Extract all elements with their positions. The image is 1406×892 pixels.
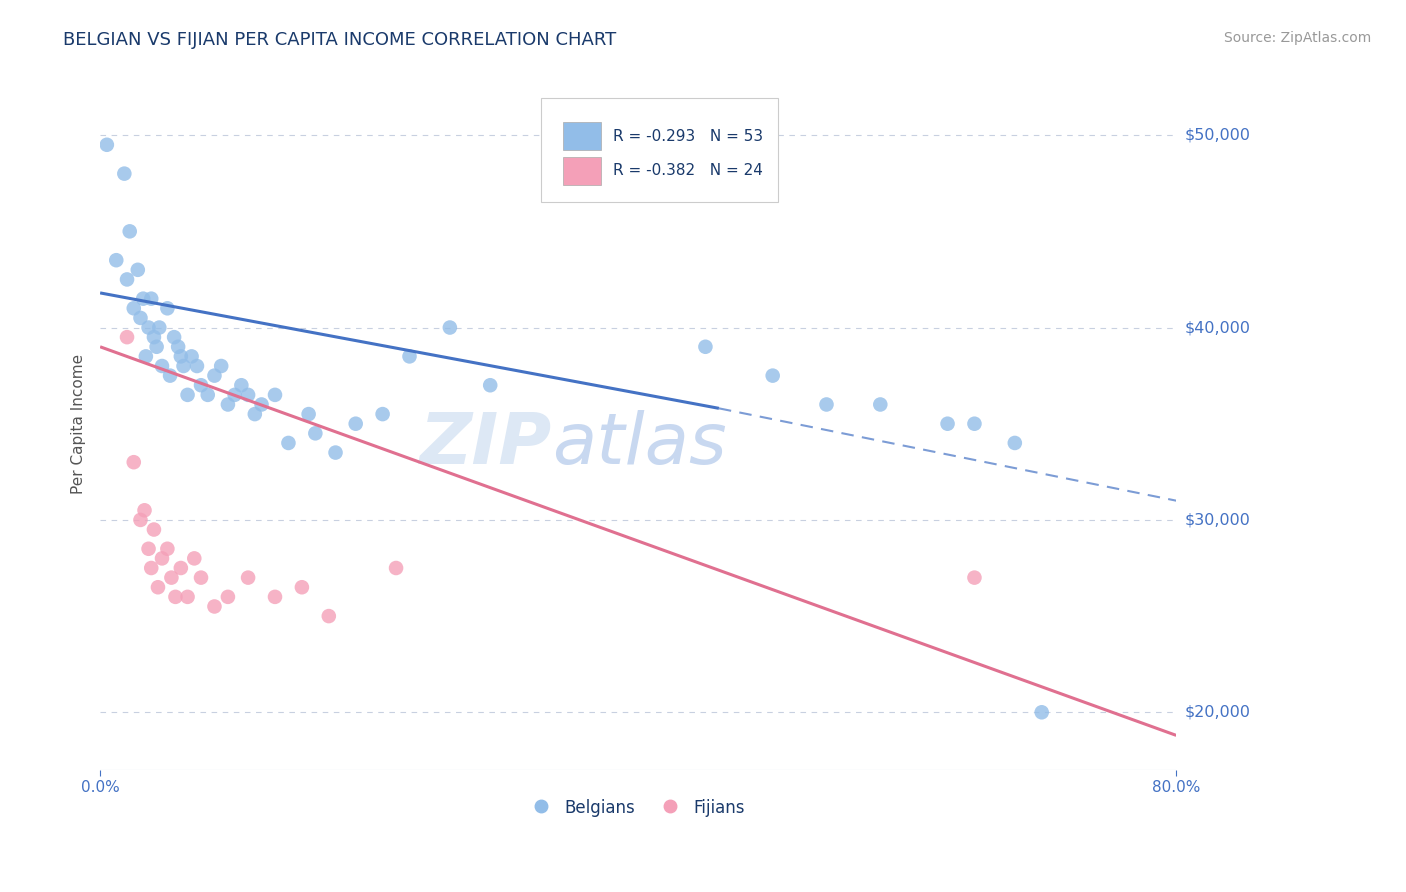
Point (142, 330, 165, 344)
Point (163, 330, 186, 344)
Point (224, 388, 246, 402)
Point (204, 368, 226, 383)
Point (135, 350, 157, 364)
Point (385, 561, 408, 575)
Point (344, 417, 367, 431)
Point (325, 445, 347, 459)
Point (146, 580, 169, 594)
Point (479, 378, 502, 392)
Point (318, 609, 340, 624)
Point (165, 590, 187, 604)
Point (869, 397, 891, 411)
Point (963, 571, 986, 585)
Point (1031, 706, 1053, 720)
Point (236, 571, 259, 585)
Point (190, 378, 212, 392)
Point (132, 292, 155, 306)
Point (298, 407, 321, 421)
Point (304, 426, 326, 441)
FancyBboxPatch shape (541, 98, 778, 202)
Point (142, 523, 165, 537)
Point (170, 561, 193, 575)
Text: $40,000: $40,000 (1184, 320, 1250, 335)
Point (173, 359, 195, 373)
Point (167, 340, 190, 354)
Point (197, 388, 219, 402)
Point (105, 253, 128, 268)
Point (118, 224, 141, 238)
Legend: Belgians, Fijians: Belgians, Fijians (524, 792, 752, 824)
Point (190, 571, 212, 585)
Point (250, 397, 273, 411)
Point (277, 436, 299, 450)
Point (150, 359, 173, 373)
Point (122, 301, 145, 316)
Point (243, 407, 266, 421)
Point (209, 359, 232, 373)
Text: $30,000: $30,000 (1184, 512, 1250, 527)
Point (695, 340, 717, 354)
Text: ZIP: ZIP (420, 410, 553, 479)
Point (176, 590, 198, 604)
Point (127, 262, 149, 277)
Point (115, 272, 138, 286)
Point (156, 301, 179, 316)
Text: Source: ZipAtlas.com: Source: ZipAtlas.com (1223, 31, 1371, 45)
Point (134, 503, 156, 517)
Point (156, 541, 179, 556)
Point (122, 455, 145, 469)
Point (148, 320, 170, 334)
Point (264, 590, 287, 604)
Point (398, 350, 420, 364)
Text: $20,000: $20,000 (1184, 705, 1250, 720)
Point (150, 551, 173, 566)
Point (264, 388, 287, 402)
Point (160, 571, 183, 585)
Point (217, 397, 239, 411)
Text: atlas: atlas (553, 410, 727, 479)
Point (231, 378, 253, 392)
Point (115, 330, 138, 344)
Point (236, 388, 259, 402)
Point (138, 541, 160, 556)
Point (112, 167, 135, 181)
Y-axis label: Per Capita Income: Per Capita Income (72, 353, 86, 494)
Point (1004, 436, 1026, 450)
Text: BELGIAN VS FIJIAN PER CAPITA INCOME CORRELATION CHART: BELGIAN VS FIJIAN PER CAPITA INCOME CORR… (63, 31, 616, 49)
Point (170, 350, 193, 364)
Point (138, 320, 160, 334)
Point (96, 137, 118, 152)
Point (963, 417, 986, 431)
Point (762, 368, 785, 383)
Point (159, 368, 181, 383)
Point (291, 580, 314, 594)
Point (141, 292, 163, 306)
Point (176, 388, 198, 402)
Text: R = -0.293   N = 53: R = -0.293 N = 53 (613, 128, 763, 144)
Point (145, 340, 167, 354)
Point (183, 551, 205, 566)
FancyBboxPatch shape (562, 157, 600, 185)
Point (217, 590, 239, 604)
Point (129, 310, 152, 325)
Point (815, 397, 838, 411)
Text: R = -0.382   N = 24: R = -0.382 N = 24 (613, 163, 763, 178)
Point (936, 417, 959, 431)
Text: $50,000: $50,000 (1184, 128, 1250, 143)
FancyBboxPatch shape (562, 122, 600, 150)
Point (186, 359, 208, 373)
Point (180, 350, 202, 364)
Point (141, 561, 163, 575)
Point (371, 407, 394, 421)
Point (439, 320, 461, 334)
Point (129, 513, 152, 527)
Point (204, 599, 226, 614)
